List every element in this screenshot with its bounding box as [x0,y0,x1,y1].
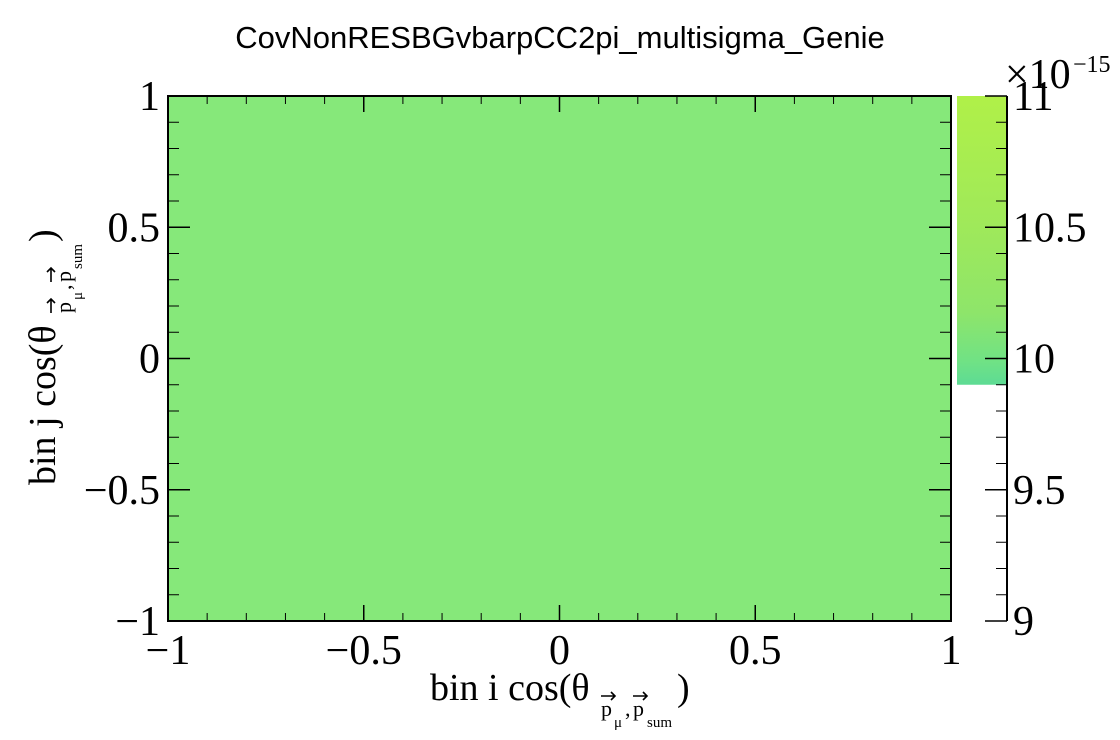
y-tick-label: 0 [139,337,160,383]
colorbar-tick-label: 10 [1013,337,1055,383]
y-axis-label-sub-2-sub: sum [70,244,86,269]
y-arrow-2 [46,266,56,282]
colorbar-fill [957,96,1007,385]
y-axis-label-close: ) [22,229,64,242]
x-tick-label: −0.5 [326,628,402,674]
colorbar-tick-label: 9 [1013,599,1034,645]
y-axis-label-sep: , [51,285,76,291]
y-axis-label-main: bin j cos(θ [22,325,64,485]
x-ticks: −1 −0.5 0 0.5 1 [146,96,962,674]
y-tick-label: −0.5 [84,468,160,514]
colorbar-tick-label: 10.5 [1013,205,1087,251]
colorbar-tick-label: 9.5 [1013,468,1066,514]
x-axis-label-sub-1-sub: μ [614,715,622,731]
x-tick-label: 1 [941,628,962,674]
y-arrow-1 [46,297,56,313]
y-axis-label-sub-2: p [51,271,76,282]
x-tick-label: 0.5 [729,628,782,674]
x-axis-label: bin i cos(θ p μ , p sum ) [430,667,690,731]
colorbar-multiplier-exponent: −15 [1073,52,1111,78]
y-tick-label: 1 [139,74,160,120]
x-tick-label: 0 [549,628,570,674]
y-tick-label: 0.5 [108,205,161,251]
colorbar-multiplier-base: ×10 [1005,52,1071,98]
x-axis-label-sep: , [625,696,631,721]
chart-title: CovNonRESBGvbarpCC2pi_multisigma_Genie [235,20,885,55]
y-axis-label: bin j cos(θ p μ , p sum ) [22,229,86,485]
x-axis-label-sub-2: p [633,696,644,721]
x-arrow-1 [601,691,617,701]
colorbar-multiplier: ×10 −15 [1005,52,1111,98]
x-axis-label-close: ) [677,667,690,709]
x-axis-label-sub-2-sub: sum [647,715,672,731]
svg-text:bin i cos(θ: bin i cos(θ [430,667,590,709]
x-axis-label-main: bin i cos(θ [430,667,590,709]
heatmap-cell-0 [168,96,951,621]
y-axis-label-sub-1-sub: μ [70,292,86,300]
y-axis-label-sub-1: p [51,302,76,313]
x-tick-label: −1 [146,628,191,674]
y-ticks: −1 −0.5 0 0.5 1 [84,74,951,645]
y-tick-label: −1 [115,599,160,645]
svg-text:bin j cos(θ: bin j cos(θ [22,325,64,485]
x-axis-label-sub-1: p [601,696,612,721]
colorbar-ticks: 9 9.5 10 10.5 11 [985,74,1087,645]
x-arrow-2 [633,691,649,701]
heatmap-cells [168,96,951,621]
colorbar-tick-label: 11 [1013,74,1053,120]
